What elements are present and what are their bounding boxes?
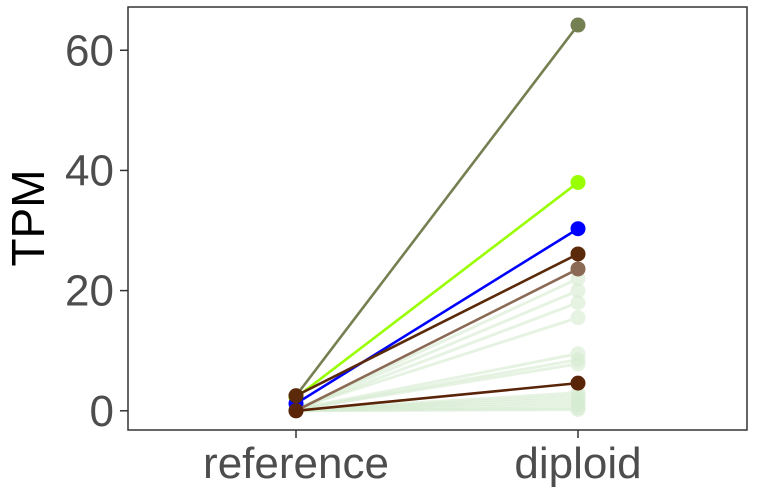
data-point xyxy=(570,375,586,391)
plot-panel xyxy=(127,6,748,431)
y-tick-label: 20 xyxy=(65,267,114,316)
data-point xyxy=(288,388,304,404)
data-point xyxy=(570,310,586,326)
data-point xyxy=(570,17,586,33)
highlighted-series xyxy=(288,246,586,404)
series-line xyxy=(295,408,579,413)
y-tick-label: 0 xyxy=(90,387,114,436)
series-line xyxy=(295,381,579,413)
series-line xyxy=(295,181,579,399)
y-axis-ticks: 0 20 40 60 xyxy=(65,26,128,436)
y-tick-label: 40 xyxy=(65,146,114,195)
data-point xyxy=(570,402,586,418)
data-point xyxy=(570,295,586,311)
x-tick-label: reference xyxy=(203,439,389,488)
data-point xyxy=(570,356,586,372)
series-line xyxy=(295,362,579,412)
series-line xyxy=(295,267,579,412)
series-line xyxy=(294,24,580,397)
y-tick-label: 60 xyxy=(65,26,114,75)
highlighted-series xyxy=(288,375,586,419)
series-line xyxy=(295,252,579,397)
data-point xyxy=(570,174,586,190)
highlighted-series-group xyxy=(288,17,586,419)
data-point xyxy=(570,221,586,237)
x-tick-label: diploid xyxy=(514,439,641,488)
data-point xyxy=(570,283,586,299)
x-axis-ticks: reference diploid xyxy=(203,430,642,488)
series-line xyxy=(295,227,579,405)
y-axis-title: TPM xyxy=(2,169,54,266)
series-line xyxy=(295,289,579,411)
data-point xyxy=(570,246,586,262)
data-point xyxy=(570,261,586,277)
series-line xyxy=(295,316,579,410)
data-point xyxy=(288,403,304,419)
